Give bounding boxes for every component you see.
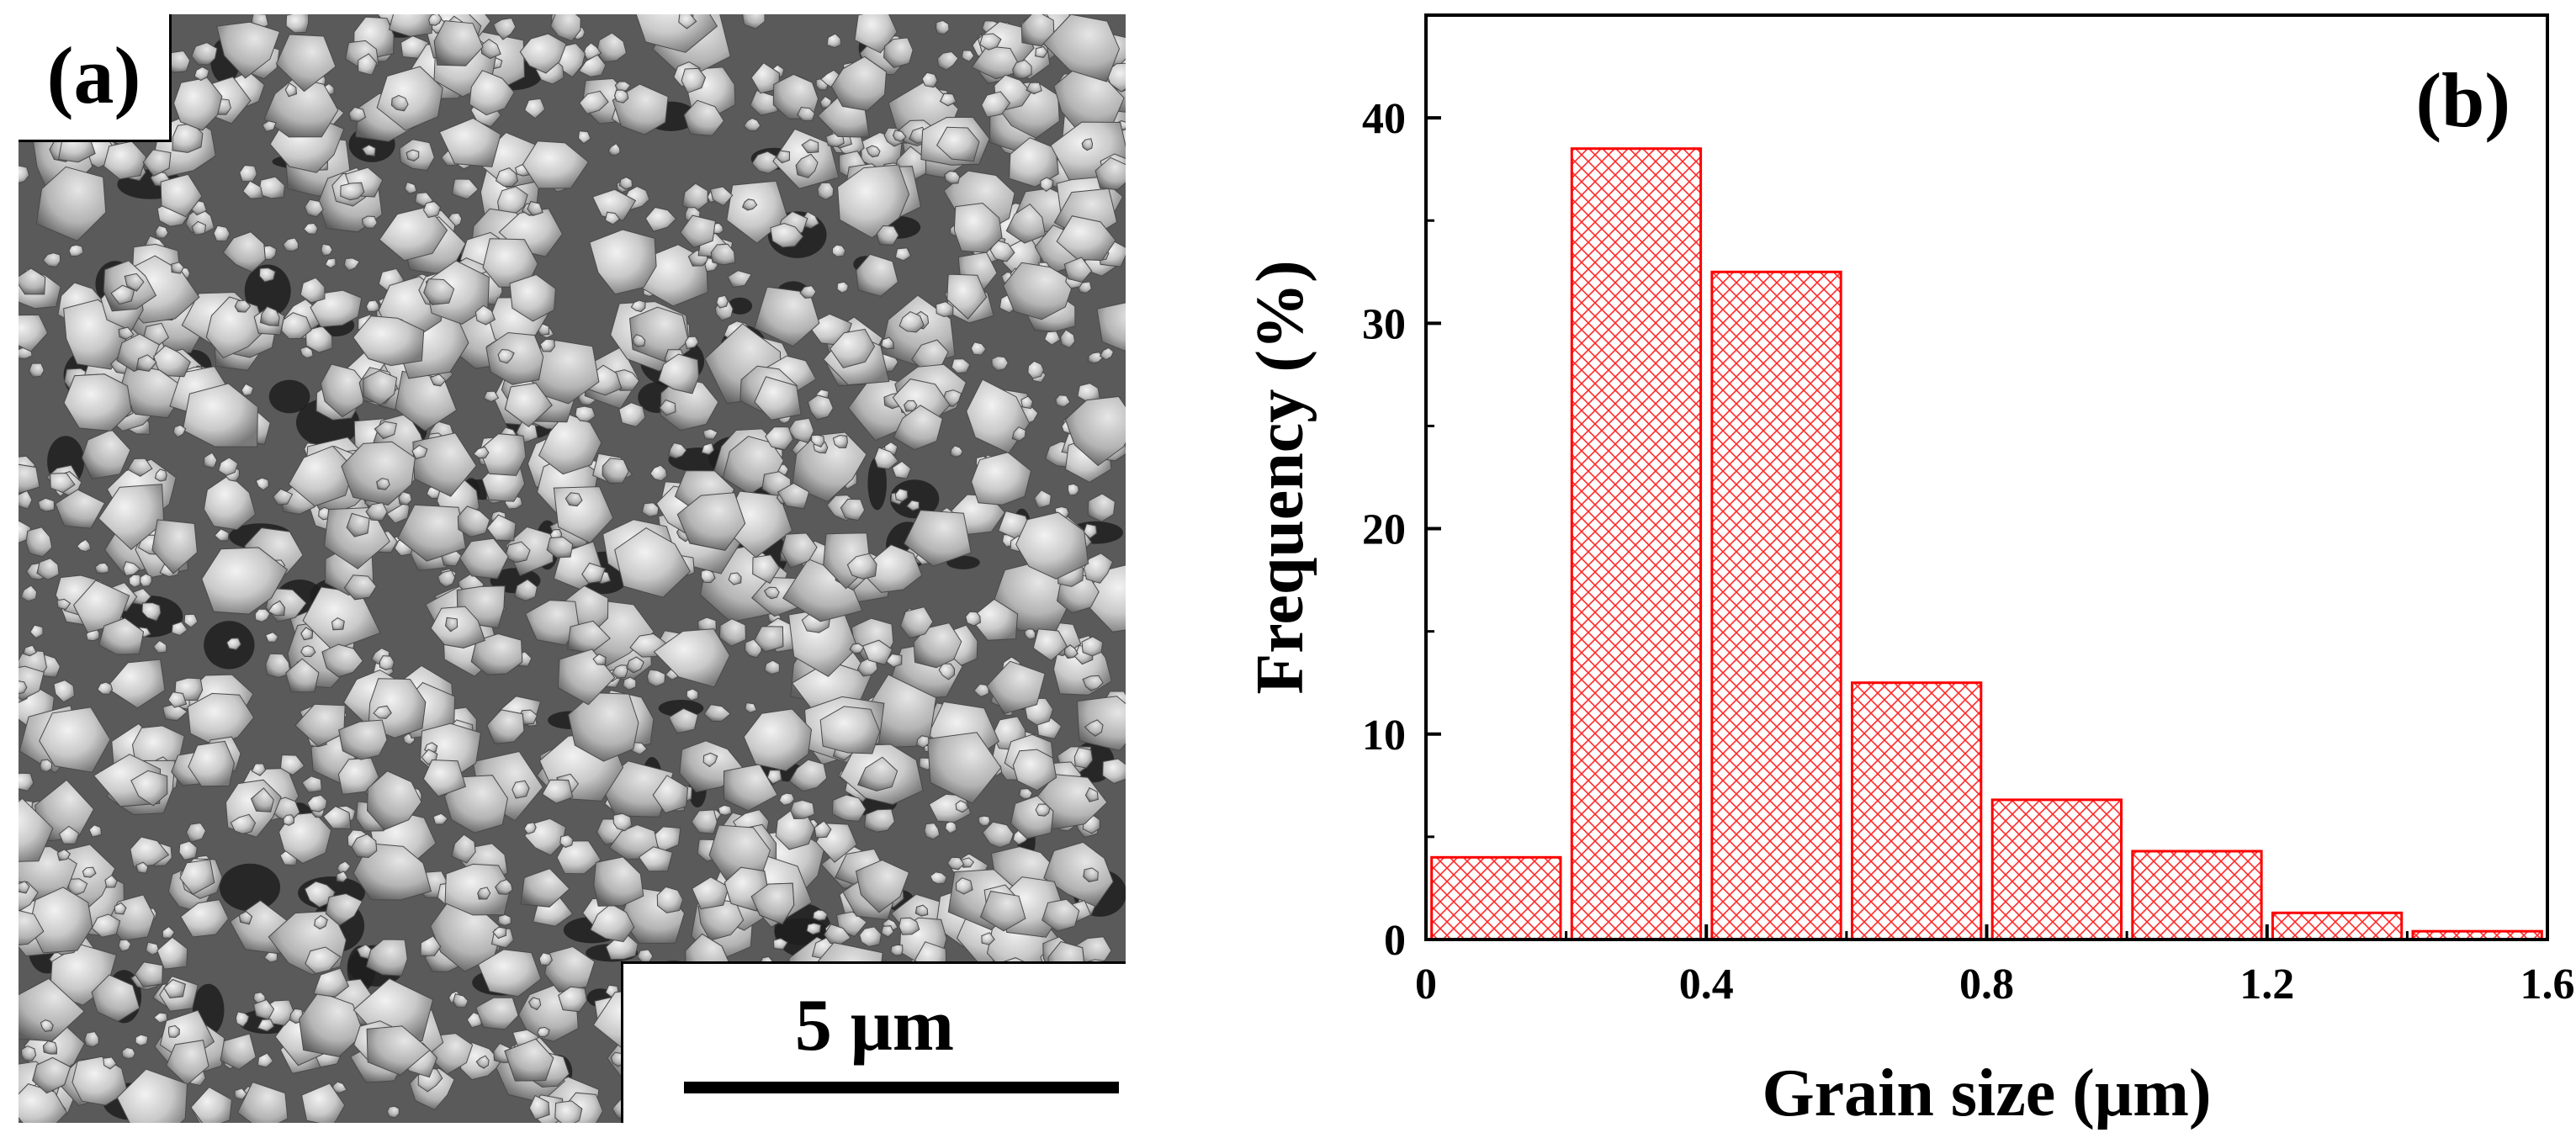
x-tick-label: 0.4 (1679, 961, 1734, 1008)
scale-bar: 5 μm (621, 961, 1126, 1123)
histogram-bar (2271, 911, 2404, 941)
sem-image-panel: (a) 5 μm (19, 14, 1126, 1123)
y-tick-label: 30 (1362, 300, 1406, 348)
scale-bar-line (684, 1082, 1119, 1093)
x-tick-label: 0 (1415, 961, 1437, 1008)
y-tick-label: 40 (1362, 95, 1406, 143)
histogram-bar (1430, 855, 1562, 941)
histogram-bar (1851, 681, 1983, 941)
y-tick-label: 0 (1384, 917, 1406, 965)
grain-size-histogram: 0 0.4 0.8 1.2 1.6 0 10 20 30 40 (b) Grain size (μ… (1243, 13, 2575, 1130)
x-axis-title: Grain size (μm) (1762, 1056, 2211, 1130)
y-tick-label: 20 (1362, 506, 1406, 554)
scale-bar-label: 5 μm (794, 985, 955, 1067)
histogram-bar (2131, 850, 2263, 941)
panel-b-label: (b) (2416, 57, 2510, 143)
panel-a-label: (a) (19, 14, 172, 142)
histogram-bar (1710, 270, 1842, 941)
x-tick-label: 1.6 (2520, 961, 2575, 1008)
histogram-bar (1990, 798, 2123, 941)
y-axis-title: Frequency (%) (1243, 260, 1317, 694)
histogram-bar (1570, 147, 1703, 941)
y-tick-label: 10 (1362, 712, 1406, 760)
sem-micrograph (19, 14, 1126, 1123)
histogram-panel: 0 0.4 0.8 1.2 1.6 0 10 20 30 40 (b) Grain size (μ… (1211, 0, 2576, 1138)
x-tick-label: 0.8 (1959, 961, 2014, 1008)
x-tick-label: 1.2 (2239, 961, 2294, 1008)
